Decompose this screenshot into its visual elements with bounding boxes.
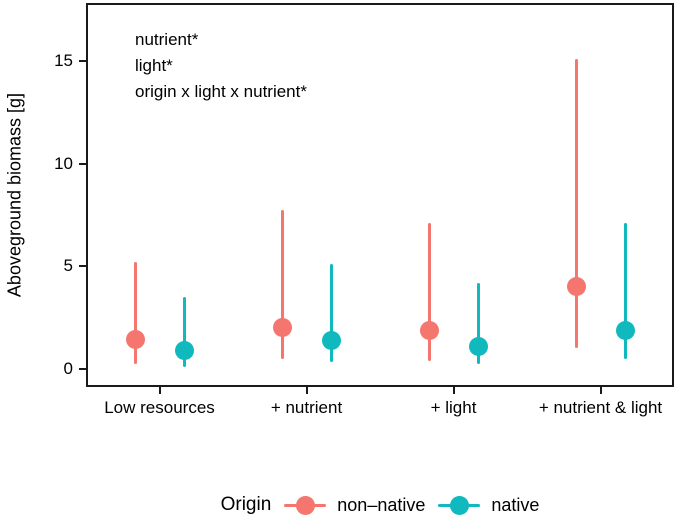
pointrange-key-icon xyxy=(284,494,327,516)
y-tick xyxy=(79,265,86,268)
point-native-3 xyxy=(615,321,635,341)
annotation-nutrient: nutrient* xyxy=(135,30,199,49)
error-bar-native-2 xyxy=(476,282,480,365)
x-tick xyxy=(158,387,161,394)
point-native-1 xyxy=(321,331,341,351)
legend-entry-non-native[interactable]: non–native xyxy=(284,494,425,516)
x-tick-label: Low resources xyxy=(104,398,215,417)
legend-title: Origin xyxy=(220,494,272,515)
error-bar-native-1 xyxy=(329,264,333,363)
y-tick-label: 10 xyxy=(54,153,73,173)
pointrange-key-icon xyxy=(438,494,481,516)
y-tick-label: 5 xyxy=(63,256,73,276)
y-tick-label: 15 xyxy=(54,51,73,71)
error-bar-non-native-2 xyxy=(427,223,431,362)
error-bar-non-native-1 xyxy=(280,209,284,360)
point-native-0 xyxy=(174,340,194,360)
point-non-native-1 xyxy=(272,318,292,338)
x-tick xyxy=(452,387,455,394)
x-tick-label: + light xyxy=(430,398,477,417)
y-tick-label: 0 xyxy=(63,358,73,378)
error-bar-non-native-3 xyxy=(574,59,578,349)
point-native-2 xyxy=(468,336,488,356)
y-tick xyxy=(79,60,86,63)
x-tick xyxy=(599,387,602,394)
error-bar-non-native-0 xyxy=(133,262,137,365)
legend-label-native: native xyxy=(491,494,540,515)
error-bar-native-3 xyxy=(623,223,627,360)
legend-entry-native[interactable]: native xyxy=(438,494,539,516)
annotation-light: light* xyxy=(135,56,173,75)
annotation-block: nutrient* light* origin x light x nutrie… xyxy=(135,27,307,105)
point-non-native-3 xyxy=(566,277,586,297)
y-tick xyxy=(79,162,86,165)
y-tick xyxy=(79,367,86,370)
x-tick xyxy=(305,387,308,394)
x-tick-label: + nutrient xyxy=(270,398,343,417)
legend: Origin non–native native xyxy=(86,490,674,520)
x-tick-label: + nutrient & light xyxy=(538,398,663,417)
annotation-interaction: origin x light x nutrient* xyxy=(135,82,307,101)
legend-label-non-native: non–native xyxy=(337,494,426,515)
error-bar-native-0 xyxy=(182,296,186,367)
point-non-native-2 xyxy=(419,321,439,341)
point-non-native-0 xyxy=(125,330,145,350)
